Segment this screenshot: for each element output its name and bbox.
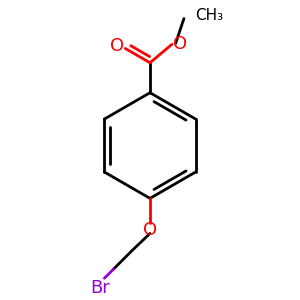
Text: CH₃: CH₃ xyxy=(195,8,223,23)
Text: O: O xyxy=(173,35,187,53)
Text: O: O xyxy=(110,37,124,55)
Text: Br: Br xyxy=(90,279,110,297)
Text: O: O xyxy=(143,221,157,239)
